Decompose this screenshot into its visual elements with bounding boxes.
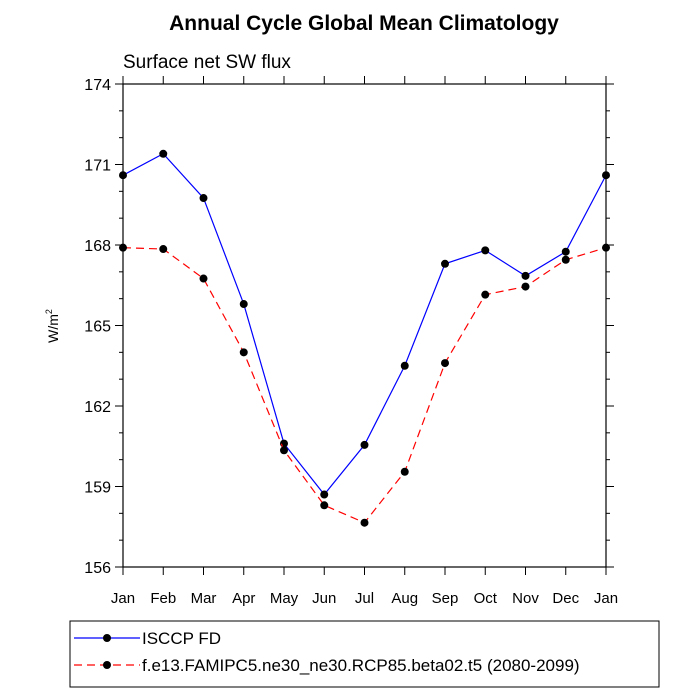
- x-tick-label: Oct: [474, 590, 498, 607]
- x-tick-label: Mar: [191, 590, 217, 607]
- x-tick-label: Nov: [512, 590, 539, 607]
- series-2-point: [481, 290, 490, 299]
- y-tick-label: 168: [84, 238, 111, 255]
- series-1-point: [239, 300, 248, 309]
- x-tick-label: Jan: [594, 590, 618, 607]
- series-1-point: [400, 361, 409, 370]
- series-1-point: [481, 246, 490, 255]
- y-tick-label: 165: [84, 319, 111, 336]
- series-2-point: [521, 282, 530, 291]
- series-2-point: [441, 359, 449, 368]
- y-tick-label: 156: [84, 560, 111, 577]
- series-line-2: [122, 247, 607, 524]
- series-2-point: [360, 518, 369, 527]
- x-tick-label: Sep: [432, 590, 459, 607]
- x-tick-label: Aug: [391, 590, 418, 607]
- x-tick-label: Feb: [150, 590, 176, 607]
- y-tick-label: 171: [84, 158, 111, 175]
- y-tick-label: 162: [84, 399, 111, 416]
- series-2-point: [400, 467, 409, 476]
- x-tick-label: Dec: [552, 590, 579, 607]
- chart-title: Annual Cycle Global Mean Climatology: [169, 12, 559, 35]
- legend-marker-2: [103, 661, 111, 669]
- series-2-point: [119, 243, 127, 252]
- legend: ISCCP FD f.e13.FAMIPC5.ne30_ne30.RCP85.be…: [74, 629, 580, 675]
- x-tick-labels: Jan Feb Mar Apr May Jun Jul Aug Sep Oct Nov Dec Jan: [111, 590, 618, 607]
- series-2-point: [239, 348, 248, 357]
- y-axis-label-text: W/m: [45, 314, 61, 343]
- legend-label-1: ISCCP FD: [142, 629, 221, 648]
- legend-marker-1: [103, 634, 111, 642]
- series-1-point: [561, 247, 570, 256]
- x-tick-label: Jul: [355, 590, 374, 607]
- series-1-point: [199, 194, 208, 203]
- x-tick-label: May: [270, 590, 299, 607]
- series-2-point: [199, 274, 208, 283]
- series-1-point: [521, 271, 530, 280]
- x-tick-label: Jun: [312, 590, 336, 607]
- y-axis-label-superscript: 2: [44, 309, 54, 314]
- chart-subtitle: Surface net SW flux: [123, 52, 291, 73]
- plot-frame: [122, 83, 607, 568]
- axis-ticks: [115, 76, 614, 575]
- series-1-point: [159, 149, 168, 158]
- y-tick-label: 159: [84, 480, 111, 497]
- series-1-point: [119, 171, 127, 180]
- series-layer: [119, 149, 610, 527]
- x-tick-label: Jan: [111, 590, 135, 607]
- series-1-point: [320, 490, 329, 499]
- series-2-point: [602, 243, 610, 252]
- series-2-point: [159, 245, 168, 254]
- series-2-point: [320, 501, 329, 510]
- series-1-point: [441, 259, 449, 268]
- legend-box: [69, 620, 660, 688]
- series-2-point: [561, 255, 570, 264]
- legend-label-2: f.e13.FAMIPC5.ne30_ne30.RCP85.beta02.t5 …: [142, 656, 580, 675]
- series-1-point: [602, 171, 610, 180]
- y-tick-labels: 156 159 162 165 168 171 174: [84, 77, 111, 577]
- y-tick-label: 174: [84, 77, 111, 94]
- y-axis-label: W/m2: [44, 309, 61, 343]
- series-2-point: [280, 446, 288, 455]
- series-1-point: [360, 440, 369, 449]
- x-tick-label: Apr: [232, 590, 255, 607]
